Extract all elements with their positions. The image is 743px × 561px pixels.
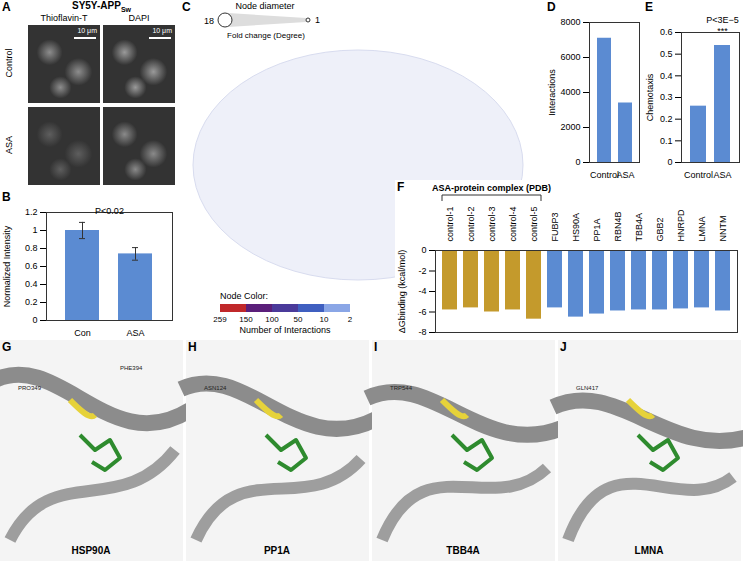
- svg-text:control-2: control-2: [466, 206, 476, 241]
- svg-text:control-5: control-5: [529, 206, 539, 241]
- svg-text:1: 1: [32, 225, 37, 235]
- svg-text:18: 18: [204, 16, 214, 26]
- html-text:B: B: [2, 190, 11, 204]
- html-text:H: H: [188, 340, 197, 354]
- svg-text:0: 0: [575, 157, 580, 167]
- svg-text:PP1A: PP1A: [264, 545, 290, 556]
- svg-text:Normalized Intensity: Normalized Intensity: [2, 225, 12, 307]
- html-text:C: C: [182, 0, 191, 14]
- svg-text:Con: Con: [74, 328, 91, 338]
- svg-text:259: 259: [213, 315, 227, 324]
- html-text:Thioflavin-T: Thioflavin-T: [40, 13, 88, 23]
- svg-text:-2: -2: [418, 266, 426, 276]
- svg-text:Node diameter: Node diameter: [235, 1, 294, 11]
- svg-text:0.4: 0.4: [660, 71, 673, 81]
- svg-text:-6: -6: [418, 307, 426, 317]
- html-text:I: I: [374, 340, 378, 354]
- svg-text:TBB4A: TBB4A: [634, 213, 644, 242]
- svg-text:0: 0: [32, 315, 37, 325]
- html-text:10 μm: 10 μm: [77, 27, 97, 34]
- svg-text:GLN417: GLN417: [576, 385, 599, 391]
- svg-text:HS90A: HS90A: [571, 213, 581, 242]
- html-text:10 μm: 10 μm: [152, 27, 172, 34]
- svg-text:Chemotaxis: Chemotaxis: [645, 73, 655, 121]
- svg-text:4000: 4000: [560, 87, 580, 97]
- svg-text:control-1: control-1: [445, 206, 455, 241]
- html-text:SY5Y-APPSw: SY5Y-APPSw: [72, 0, 131, 13]
- svg-text:50: 50: [294, 315, 303, 324]
- svg-text:10: 10: [320, 315, 329, 324]
- svg-text:GBB2: GBB2: [655, 217, 665, 241]
- svg-text:HNRPD: HNRPD: [676, 209, 686, 242]
- svg-text:0.6: 0.6: [25, 261, 38, 271]
- html-text:D: D: [547, 0, 556, 14]
- svg-text:2000: 2000: [560, 122, 580, 132]
- svg-text:LMNA: LMNA: [635, 545, 664, 556]
- svg-text:Control: Control: [590, 170, 619, 180]
- svg-text:0.1: 0.1: [660, 136, 673, 146]
- html-text:DAPI: DAPI: [128, 13, 150, 23]
- svg-text:2: 2: [348, 315, 353, 324]
- svg-text:control-3: control-3: [487, 206, 497, 241]
- svg-text:0: 0: [421, 245, 426, 255]
- svg-text:6000: 6000: [560, 52, 580, 62]
- svg-text:0.4: 0.4: [25, 279, 38, 289]
- svg-text:0.8: 0.8: [25, 243, 38, 253]
- html-text:G: G: [2, 340, 12, 354]
- html-text:J: J: [560, 340, 567, 354]
- svg-text:FUBP3: FUBP3: [550, 212, 560, 241]
- svg-text:TRP544: TRP544: [390, 385, 413, 391]
- html-text:F: F: [397, 180, 405, 194]
- svg-text:ASA: ASA: [713, 170, 731, 180]
- svg-text:Fold change (Degree): Fold change (Degree): [227, 31, 305, 40]
- svg-text:-8: -8: [418, 327, 426, 337]
- svg-text:Number of Interactions: Number of Interactions: [239, 325, 331, 335]
- svg-text:PHE394: PHE394: [120, 365, 143, 371]
- svg-text:***: ***: [717, 26, 728, 36]
- svg-text:1.2: 1.2: [25, 207, 38, 217]
- svg-text:Interactions: Interactions: [547, 69, 557, 116]
- svg-text:LMNA: LMNA: [697, 216, 707, 241]
- svg-text:100: 100: [265, 315, 279, 324]
- svg-text:1: 1: [315, 15, 320, 25]
- svg-text:0.6: 0.6: [660, 27, 673, 37]
- svg-text:ASA: ASA: [126, 328, 144, 338]
- svg-text:8000: 8000: [560, 17, 580, 27]
- svg-text:RBN4B: RBN4B: [613, 211, 623, 241]
- html-text:A: A: [2, 0, 11, 14]
- svg-text:0.2: 0.2: [25, 297, 38, 307]
- html-text:E: E: [645, 0, 653, 14]
- svg-text:ASN124: ASN124: [204, 385, 227, 391]
- svg-text:PP1A: PP1A: [592, 218, 602, 241]
- svg-text:ASA-protein complex (PDB): ASA-protein complex (PDB): [432, 183, 551, 193]
- svg-text:ASA: ASA: [616, 170, 634, 180]
- svg-text:control-4: control-4: [508, 206, 518, 241]
- svg-text:0.2: 0.2: [660, 114, 673, 124]
- svg-text:P<0.02: P<0.02: [95, 206, 124, 216]
- svg-text:P<3E−5: P<3E−5: [706, 15, 739, 25]
- svg-text:HSP90A: HSP90A: [72, 545, 111, 556]
- svg-text:TBB4A: TBB4A: [446, 545, 479, 556]
- svg-text:0.5: 0.5: [660, 49, 673, 59]
- svg-text:Control: Control: [684, 170, 713, 180]
- svg-text:PRO349: PRO349: [18, 385, 42, 391]
- svg-text:150: 150: [239, 315, 253, 324]
- html-text:ASA: ASA: [4, 136, 14, 154]
- svg-text:0.3: 0.3: [660, 92, 673, 102]
- svg-text:Node Color:: Node Color:: [220, 291, 268, 301]
- svg-text:0: 0: [667, 157, 672, 167]
- svg-text:ΔGbinding (kcal/mol): ΔGbinding (kcal/mol): [397, 250, 407, 334]
- svg-text:NNTM: NNTM: [718, 216, 728, 242]
- html-text:Control: Control: [4, 48, 14, 78]
- svg-text:-4: -4: [418, 286, 426, 296]
